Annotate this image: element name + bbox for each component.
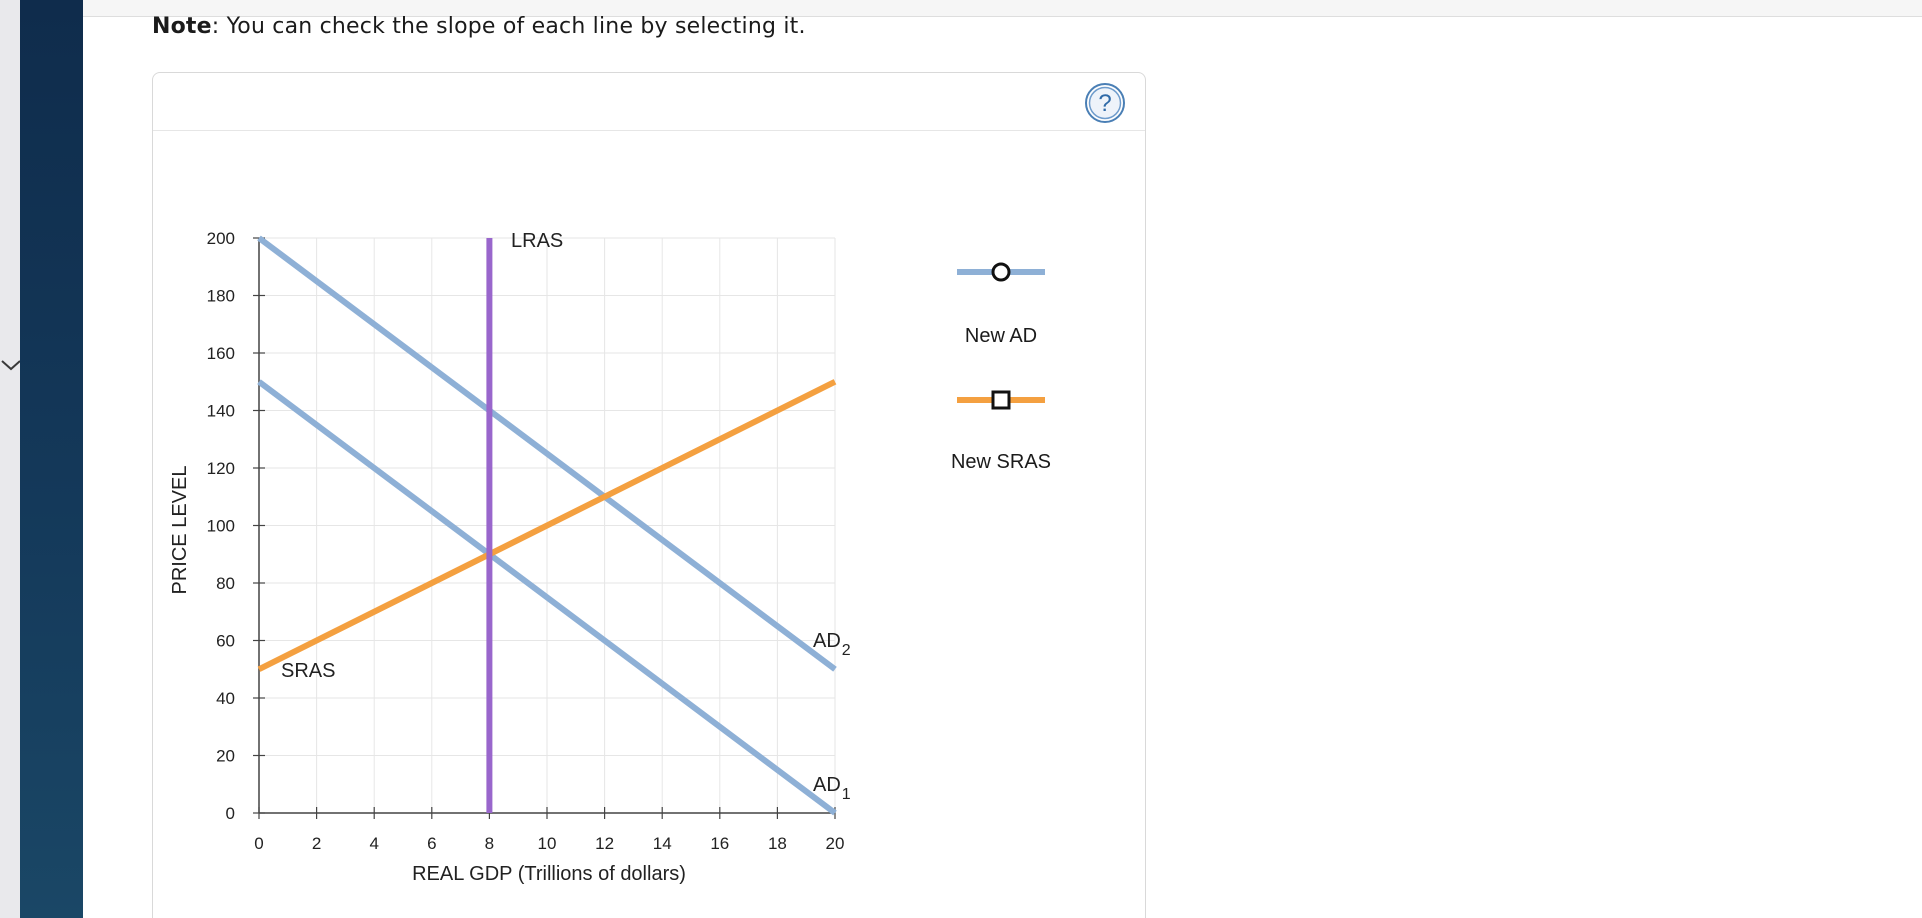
sidebar [20, 0, 83, 918]
instruction-note: Note: You can check the slope of each li… [152, 14, 806, 39]
y-tick-label: 140 [207, 402, 235, 421]
y-tick-label: 80 [216, 574, 235, 593]
left-gutter [0, 0, 20, 918]
x-tick-label: 6 [427, 834, 436, 853]
x-tick-label: 20 [826, 834, 845, 853]
collapse-chevron-icon[interactable] [0, 354, 22, 376]
y-tick-label: 120 [207, 459, 235, 478]
help-button[interactable]: ? [1085, 83, 1125, 123]
x-tick-label: 2 [312, 834, 321, 853]
sras-label: SRAS [281, 660, 335, 682]
graph-panel-header [153, 73, 1145, 131]
legend-label: New SRAS [950, 451, 1052, 473]
chart-series[interactable] [257, 235, 837, 816]
x-tick-label: 16 [710, 834, 729, 853]
graph-panel [152, 72, 1146, 918]
y-tick-label: 20 [216, 747, 235, 766]
y-tick-label: 160 [207, 344, 235, 363]
chart-axes: 0 2 4 6 8 10 12 14 16 18 2002040608010012014016018… [169, 229, 844, 885]
note-label: Note [152, 14, 212, 39]
chart-grid [259, 237, 836, 813]
y-tick-label: 100 [207, 517, 235, 536]
help-icon: ? [1085, 83, 1125, 123]
x-tick-label: 4 [369, 834, 378, 853]
series-label-subscript: 1 [842, 786, 851, 803]
x-tick-label: 0 [254, 834, 263, 853]
x-tick-label: 8 [485, 834, 494, 853]
circle-point-icon [957, 262, 1045, 282]
y-tick-label: 60 [216, 632, 235, 651]
y-axis-label: PRICE LEVEL [169, 466, 191, 595]
y-tick-label: 180 [207, 287, 235, 306]
square-point-icon [957, 390, 1045, 410]
sras-curve[interactable] [257, 379, 837, 672]
ad2-curve[interactable] [257, 235, 837, 672]
ad1-curve[interactable] [257, 379, 837, 816]
note-text: : You can check the slope of each line b… [211, 14, 806, 39]
legend-new-sras[interactable]: New SRAS [945, 385, 1057, 473]
series-label-subscript: 2 [842, 642, 851, 659]
legend-label: New AD [964, 325, 1038, 347]
y-tick-label: 200 [207, 229, 235, 248]
top-strip [83, 0, 1922, 17]
x-tick-label: 18 [768, 834, 787, 853]
x-tick-label: 12 [595, 834, 614, 853]
x-axis-label: REAL GDP (Trillions of dollars) [412, 863, 686, 885]
lras-label: LRAS [511, 230, 563, 252]
help-glyph: ? [1098, 90, 1111, 117]
y-tick-label: 0 [226, 804, 235, 823]
y-tick-label: 40 [216, 689, 235, 708]
x-tick-label: 14 [653, 834, 672, 853]
x-tick-label: 10 [538, 834, 557, 853]
legend-new-ad[interactable]: New AD [945, 257, 1057, 347]
